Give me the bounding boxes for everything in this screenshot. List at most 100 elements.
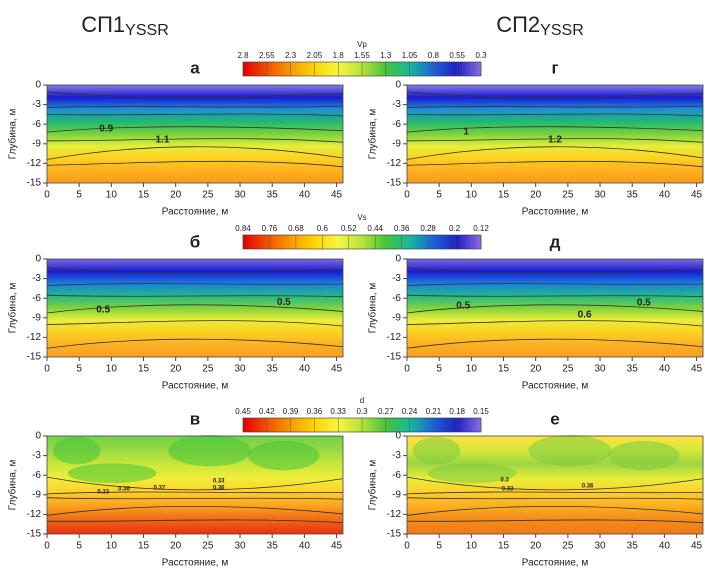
x-axis-label: Расстояние, м xyxy=(522,207,589,218)
contour-line xyxy=(46,320,344,327)
colorbar-tick-label: 0.42 xyxy=(259,407,275,416)
colorbar-label: d xyxy=(360,396,364,405)
colorbar-tick-label: 0.44 xyxy=(367,224,383,233)
panel-label: б xyxy=(190,232,201,251)
y-tick-label: -15 xyxy=(387,352,402,363)
contour-line xyxy=(406,160,704,168)
x-tick-label: 10 xyxy=(466,541,478,552)
y-axis-label: Глубина, м xyxy=(367,460,379,511)
contour-line xyxy=(406,505,704,516)
y-tick-label: -3 xyxy=(32,450,41,461)
colorbar-tick-label: 0.36 xyxy=(394,224,410,233)
y-tick-label: -15 xyxy=(387,529,402,540)
contour-line xyxy=(406,146,704,160)
contour-patch xyxy=(608,440,680,471)
panel-label: а xyxy=(190,58,200,77)
y-tick-label: -15 xyxy=(27,352,42,363)
y-tick-label: -6 xyxy=(392,470,401,481)
y-axis-label: Глубина, м xyxy=(7,283,19,334)
y-tick-label: -12 xyxy=(27,509,42,520)
colorbar-tick-label: 0.12 xyxy=(473,224,489,233)
colorbar-tick-label: 0.68 xyxy=(288,224,304,233)
x-tick-label: 40 xyxy=(299,364,311,375)
contour-line xyxy=(406,294,704,298)
x-tick-label: 30 xyxy=(234,541,246,552)
y-tick-label: -12 xyxy=(387,332,402,343)
plot-frame xyxy=(406,435,704,535)
contour-label: 0.33 xyxy=(97,489,109,495)
colorbar-label: Vs xyxy=(357,213,366,222)
contour-line xyxy=(46,160,344,168)
title-sub: YSSR xyxy=(540,22,584,39)
contour-patch xyxy=(67,463,157,484)
contour-line xyxy=(406,113,704,117)
colorbar-tick-label: 0.15 xyxy=(473,407,489,416)
colorbar-tick-label: 0.39 xyxy=(283,407,299,416)
contour-label: 0.33 xyxy=(213,479,225,485)
contour-line xyxy=(46,91,344,98)
panel-label: г xyxy=(551,58,558,77)
panel-label: д xyxy=(550,232,561,251)
colorbar-label: Vp xyxy=(357,40,367,49)
colorbar-tick-label: 2.55 xyxy=(259,51,275,60)
y-tick-label: -6 xyxy=(392,293,401,304)
title-main: СП1 xyxy=(81,12,125,37)
y-tick-label: -3 xyxy=(32,99,41,110)
x-tick-label: 40 xyxy=(659,190,671,201)
colorbar-tick-label: 0.3 xyxy=(356,407,368,416)
x-tick-label: 5 xyxy=(76,364,82,375)
contour-line xyxy=(46,491,344,495)
x-tick-label: 10 xyxy=(466,364,478,375)
x-tick-label: 45 xyxy=(691,541,703,552)
colorbar-tick-label: 0.55 xyxy=(449,51,465,60)
x-tick-label: 5 xyxy=(436,364,442,375)
colorbar-tick-label: 0.27 xyxy=(378,407,394,416)
y-tick-label: 0 xyxy=(35,80,41,91)
colorbar-tick-label: 1.55 xyxy=(354,51,370,60)
contour-line xyxy=(46,146,344,160)
y-tick-label: -12 xyxy=(387,509,402,520)
y-tick-label: 0 xyxy=(35,431,41,442)
plot-frame xyxy=(406,258,704,358)
colorbar-tick-label: 0.76 xyxy=(262,224,278,233)
x-tick-label: 30 xyxy=(594,190,606,201)
contour-label: 0.3 xyxy=(501,478,510,484)
x-tick-label: 45 xyxy=(331,364,343,375)
x-tick-label: 5 xyxy=(436,190,442,201)
contour-label: 0.36 xyxy=(213,486,225,492)
x-tick-label: 30 xyxy=(594,364,606,375)
x-tick-label: 0 xyxy=(404,541,410,552)
contour-line xyxy=(406,267,704,274)
x-tick-label: 5 xyxy=(76,541,82,552)
x-tick-label: 35 xyxy=(627,364,639,375)
y-tick-label: -9 xyxy=(392,138,401,149)
contour-label: 0.5 xyxy=(456,301,470,312)
x-tick-label: 0 xyxy=(404,364,410,375)
y-tick-label: -12 xyxy=(27,158,42,169)
y-tick-label: -9 xyxy=(392,312,401,323)
x-axis-label: Расстояние, м xyxy=(162,558,229,569)
x-tick-label: 25 xyxy=(202,364,214,375)
contour-line xyxy=(46,267,344,274)
x-tick-label: 35 xyxy=(627,190,639,201)
contour-label: 0.9 xyxy=(99,124,113,135)
x-tick-label: 30 xyxy=(234,364,246,375)
x-tick-label: 25 xyxy=(202,541,214,552)
x-tick-label: 15 xyxy=(138,541,150,552)
x-tick-label: 15 xyxy=(498,364,510,375)
contour-patch xyxy=(427,463,517,484)
x-tick-label: 20 xyxy=(170,541,182,552)
y-axis-label: Глубина, м xyxy=(367,109,379,160)
contour-line xyxy=(406,476,704,491)
colorbar-tick-label: 0.45 xyxy=(235,407,251,416)
colorbar-tick-label: 0.33 xyxy=(330,407,346,416)
contour-patch xyxy=(52,436,101,465)
column-title: СП1YSSR xyxy=(81,12,169,39)
x-tick-label: 20 xyxy=(530,364,542,375)
contour-label: 0.5 xyxy=(96,305,110,316)
y-axis-label: Глубина, м xyxy=(7,109,19,160)
contour-label: 0.6 xyxy=(578,310,592,321)
x-tick-label: 15 xyxy=(138,364,150,375)
y-tick-label: -6 xyxy=(392,119,401,130)
